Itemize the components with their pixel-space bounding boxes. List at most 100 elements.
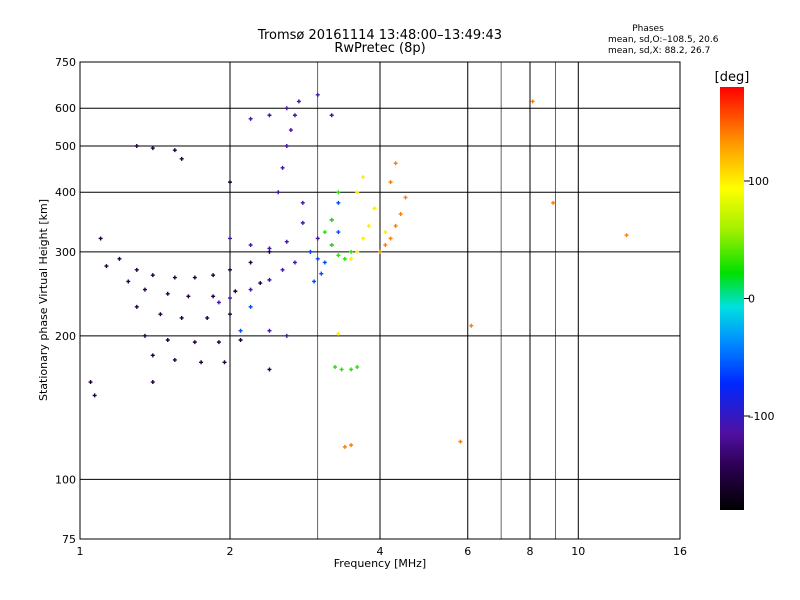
data-point [383,230,388,235]
data-point [179,315,184,320]
y-tick-label: 400 [55,186,76,199]
data-point [292,260,297,265]
data-point [624,233,629,238]
data-point [117,256,122,261]
x-tick-label: 16 [673,545,687,558]
data-point [205,315,210,320]
data-point [355,365,360,370]
data-point [280,267,285,272]
x-axis-label: Frequency [MHz] [334,557,426,570]
data-point [403,195,408,200]
data-point [300,200,305,205]
plot-area: 1 2 4 6 8 10 16 75 100 200 300 400 500 600 750 [55,56,687,558]
data-point [378,249,382,254]
data-point [398,212,403,217]
data-point [267,277,272,282]
data-point [150,353,155,358]
y-tick-label: 600 [55,102,76,115]
y-axis-label: Stationary phase Virtual Height [km] [37,199,50,401]
colorbar: [deg] 100 0 –100 [715,70,775,510]
chart-title: Tromsø 20161114 13:48:00–13:49:43 [257,28,502,43]
data-point [150,380,155,385]
data-point [126,279,131,284]
data-point [288,128,293,133]
data-point [142,333,147,338]
data-point [211,273,216,278]
data-point [211,294,216,299]
data-point [248,287,253,292]
data-point [142,287,147,292]
data-point [355,190,360,195]
data-point [333,365,338,370]
data-point [322,260,327,265]
data-point [280,165,285,170]
data-point [315,256,320,261]
data-point [179,156,184,161]
data-point [228,180,232,185]
data-point [315,92,320,97]
data-point [165,337,170,342]
data-point [329,217,334,222]
colorbar-tick-label: –100 [748,410,775,423]
data-point [248,260,253,265]
data-point [186,294,191,299]
data-point [308,249,313,254]
data-point [336,200,341,205]
data-point [228,267,232,272]
colorbar-tick-label: 0 [748,293,755,306]
data-point [248,304,253,309]
data-point [292,113,297,118]
data-point [284,333,289,338]
data-point [134,267,139,272]
data-point [98,236,103,241]
colorbar-unit-label: [deg] [715,70,750,85]
data-point [104,264,109,269]
y-tick-label: 200 [55,330,76,343]
data-point [339,367,344,372]
data-point [267,249,272,254]
chart-subtitle: RwPretec (8p) [334,41,425,56]
data-point [393,223,398,228]
data-point [329,113,334,118]
x-tick-label: 10 [571,545,585,558]
data-point [158,312,163,317]
x-tick-label: 1 [77,545,84,558]
data-point [228,312,232,317]
data-point [355,249,360,254]
data-point [192,275,197,280]
data-point [172,275,177,280]
data-point [372,206,377,211]
data-point [88,380,93,385]
x-tick-label: 4 [377,545,384,558]
data-point [284,143,289,148]
data-point [267,367,272,372]
data-point [216,340,221,345]
data-point [342,444,347,449]
y-tick-label: 750 [55,56,76,69]
data-point [336,253,341,258]
data-point [267,113,272,118]
y-tick-label: 500 [55,140,76,153]
data-point [222,360,227,365]
x-tick-label: 8 [527,545,534,558]
data-point [172,357,177,362]
data-point [469,323,474,328]
data-point [192,340,197,345]
data-point [296,99,301,104]
data-point [349,443,354,448]
data-point [92,393,97,398]
data-point [267,328,272,333]
data-point [258,281,263,286]
data-point [551,200,556,205]
data-point [458,439,463,444]
y-tick-label: 300 [55,246,76,259]
data-point [530,99,535,104]
y-axis-ticks: 75 100 200 300 400 500 600 750 [55,56,76,546]
data-point [238,337,243,342]
data-point [248,243,253,248]
data-point [216,300,221,305]
data-point [276,190,281,195]
data-point [349,367,354,372]
data-point [349,249,354,254]
